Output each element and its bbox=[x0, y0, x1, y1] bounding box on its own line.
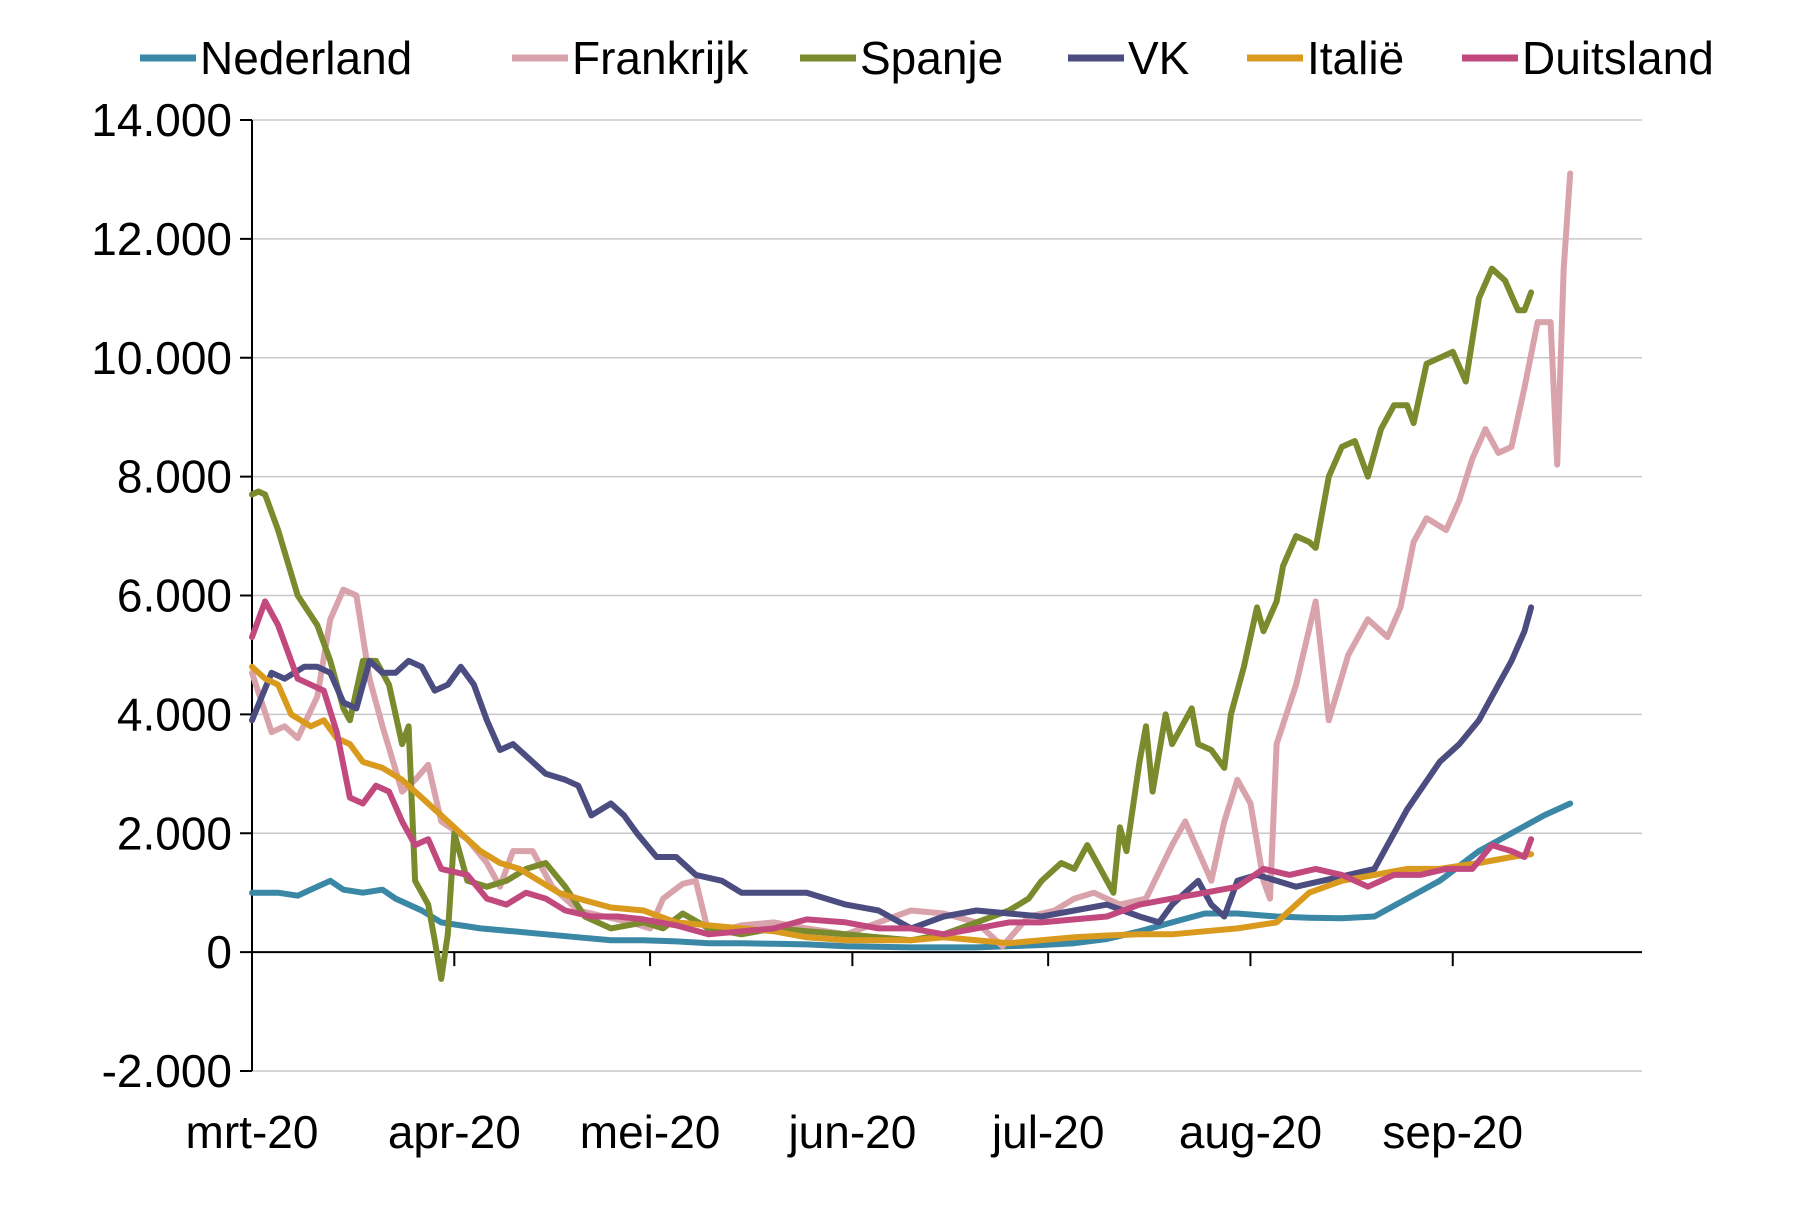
y-tick-label: 6.000 bbox=[117, 570, 232, 622]
x-tick-label: jun-20 bbox=[786, 1106, 916, 1158]
y-tick-label: 10.000 bbox=[91, 332, 232, 384]
legend-label: VK bbox=[1128, 32, 1190, 84]
x-tick-label: apr-20 bbox=[388, 1106, 521, 1158]
legend-label: Spanje bbox=[860, 32, 1003, 84]
y-tick-label: 14.000 bbox=[91, 94, 232, 146]
series-line-nederland bbox=[249, 800, 1574, 951]
series-lines bbox=[249, 170, 1574, 982]
series-line-vk bbox=[249, 604, 1535, 932]
series-line-itali- bbox=[249, 663, 1535, 947]
legend-label: Italië bbox=[1307, 32, 1404, 84]
series-line-spanje bbox=[249, 265, 1535, 982]
x-tick-label: aug-20 bbox=[1179, 1106, 1322, 1158]
axes: 14.000 12.000 10.000 8.000 6.000 4.000 2.000 0 -… bbox=[91, 94, 1642, 1158]
y-tick-label: -2.000 bbox=[102, 1045, 232, 1097]
y-tick-label: 8.000 bbox=[117, 451, 232, 503]
y-tick-label: 2.000 bbox=[117, 807, 232, 859]
x-tick-label: jul-20 bbox=[990, 1106, 1105, 1158]
x-tick-label: mrt-20 bbox=[186, 1106, 319, 1158]
series-line-duitsland bbox=[249, 598, 1535, 938]
legend: Nederland Frankrijk Spanje VK Italië Duitslan… bbox=[140, 32, 1714, 84]
y-tick-label: 0 bbox=[206, 926, 232, 978]
y-tick-label: 4.000 bbox=[117, 688, 232, 740]
legend-label: Nederland bbox=[200, 32, 412, 84]
legend-label: Duitsland bbox=[1522, 32, 1714, 84]
legend-label: Frankrijk bbox=[572, 32, 749, 84]
series-line-frankrijk bbox=[249, 170, 1574, 950]
x-tick-label: sep-20 bbox=[1382, 1106, 1523, 1158]
x-tick-label: mei-20 bbox=[580, 1106, 721, 1158]
y-tick-label: 12.000 bbox=[91, 213, 232, 265]
